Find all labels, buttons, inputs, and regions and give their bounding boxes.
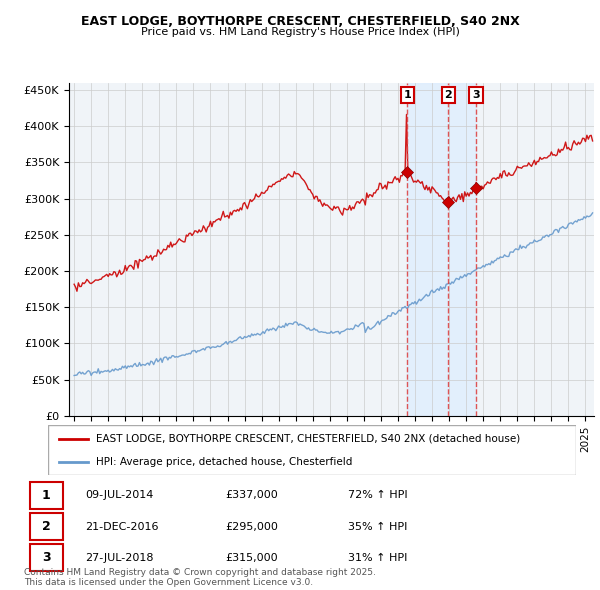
Text: 1: 1 (403, 90, 411, 100)
Text: £315,000: £315,000 (225, 553, 278, 563)
Text: 35% ↑ HPI: 35% ↑ HPI (347, 522, 407, 532)
Text: £295,000: £295,000 (225, 522, 278, 532)
Text: 3: 3 (42, 551, 50, 564)
Text: 31% ↑ HPI: 31% ↑ HPI (347, 553, 407, 563)
Text: 1: 1 (42, 489, 50, 502)
Text: 3: 3 (472, 90, 480, 100)
Text: 09-JUL-2014: 09-JUL-2014 (85, 490, 154, 500)
Text: 2: 2 (42, 520, 50, 533)
Text: 72% ↑ HPI: 72% ↑ HPI (347, 490, 407, 500)
FancyBboxPatch shape (29, 544, 63, 571)
Text: HPI: Average price, detached house, Chesterfield: HPI: Average price, detached house, Ches… (95, 457, 352, 467)
FancyBboxPatch shape (29, 482, 63, 509)
Bar (407, 83, 476, 416)
Text: Contains HM Land Registry data © Crown copyright and database right 2025.
This d: Contains HM Land Registry data © Crown c… (24, 568, 376, 587)
Text: Price paid vs. HM Land Registry's House Price Index (HPI): Price paid vs. HM Land Registry's House … (140, 27, 460, 37)
FancyBboxPatch shape (29, 513, 63, 540)
Text: 21-DEC-2016: 21-DEC-2016 (85, 522, 159, 532)
Text: 27-JUL-2018: 27-JUL-2018 (85, 553, 154, 563)
Text: EAST LODGE, BOYTHORPE CRESCENT, CHESTERFIELD, S40 2NX (detached house): EAST LODGE, BOYTHORPE CRESCENT, CHESTERF… (95, 434, 520, 444)
Text: 2: 2 (445, 90, 452, 100)
Text: EAST LODGE, BOYTHORPE CRESCENT, CHESTERFIELD, S40 2NX: EAST LODGE, BOYTHORPE CRESCENT, CHESTERF… (80, 15, 520, 28)
Text: £337,000: £337,000 (225, 490, 278, 500)
